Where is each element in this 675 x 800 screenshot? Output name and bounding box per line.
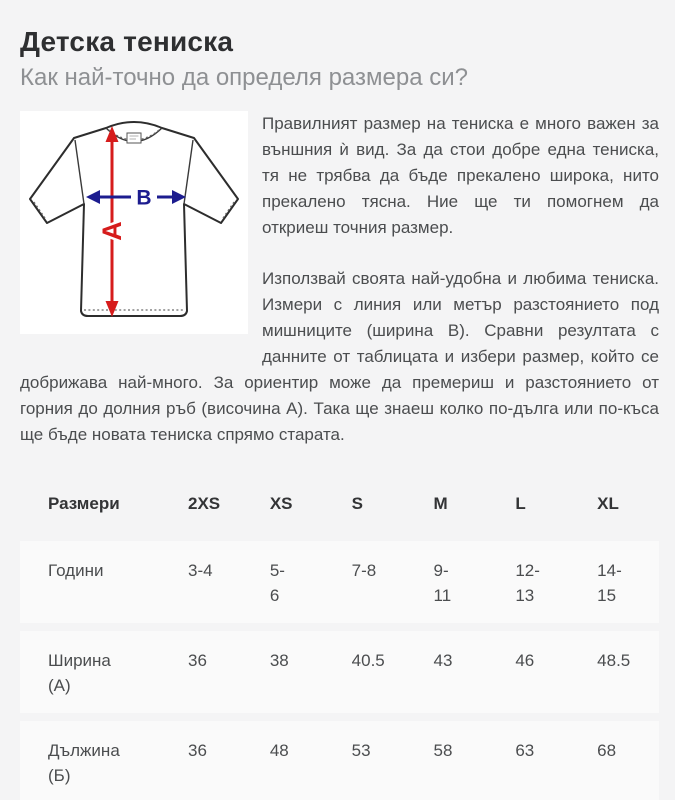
tshirt-outline [29, 120, 239, 317]
width-arrow-label: B [136, 186, 151, 209]
size-table: Размери 2XS XS S M L XL Години 3-4 5- 6 … [20, 477, 659, 800]
size-cell: 3-4 [188, 560, 213, 580]
size-cell: 68 [597, 740, 617, 760]
size-cell: 46 [515, 650, 535, 670]
table-row-years: Години 3-4 5- 6 7-8 9- 11 12- 13 14- 15 [20, 540, 659, 623]
row-label: Дължина (Б) [48, 740, 120, 785]
size-cell: 38 [269, 650, 289, 670]
size-column-header-l: L [515, 493, 526, 513]
table-row-width: Ширина (А) 36 38 40.5 43 46 48.5 [20, 630, 659, 713]
size-cell: 48.5 [597, 650, 631, 670]
size-cell: 48 [269, 740, 289, 760]
size-cell: 7-8 [351, 560, 377, 580]
width-arrow-icon [86, 189, 186, 204]
cuff-stitching-left [33, 201, 46, 219]
guide-content: A B Правилният размер на тениска е много… [20, 110, 659, 448]
size-cell: 14- 15 [597, 560, 622, 605]
size-column-header-s: S [351, 493, 363, 513]
page-title: Детска тениска [20, 26, 234, 57]
size-column-header-xl: XL [597, 493, 619, 513]
neck-label-text-lines [129, 135, 139, 140]
size-column-header-xs: XS [269, 493, 293, 513]
sleeve-seam-left [74, 139, 85, 204]
sleeve-seam-right [183, 139, 194, 204]
size-cell: 5- 6 [269, 560, 285, 605]
row-label: Ширина (А) [48, 650, 111, 695]
measure-paragraph: Използвай своята най-удобна и любима тен… [20, 268, 659, 444]
height-arrow-icon [105, 125, 119, 317]
size-cell: 43 [433, 650, 453, 670]
neck-label [126, 132, 142, 144]
tshirt-diagram: A B [20, 110, 248, 334]
size-cell: 53 [351, 740, 371, 760]
size-table-header-row: Размери 2XS XS S M L XL [20, 477, 659, 541]
table-row-length: Дължина (Б) 36 48 53 58 63 68 [20, 720, 659, 800]
size-table-header-label: Размери [48, 493, 120, 513]
page-subtitle: Как най-точно да определя размера си? [20, 64, 468, 92]
size-cell: 40.5 [351, 650, 385, 670]
size-column-header-2xs: 2XS [188, 493, 221, 513]
size-cell: 9- 11 [433, 560, 452, 605]
size-column-header-m: M [433, 493, 448, 513]
height-arrow-label: A [97, 221, 127, 241]
row-label: Години [48, 560, 104, 580]
size-cell: 58 [433, 740, 453, 760]
size-cell: 12- 13 [515, 560, 540, 605]
intro-paragraph: Правилният размер на тениска е много важ… [262, 113, 659, 237]
tshirt-measurement-icon: A B [29, 120, 239, 317]
size-cell: 36 [188, 650, 207, 670]
size-cell: 63 [515, 740, 535, 760]
size-cell: 36 [188, 740, 207, 760]
cuff-stitching-right [222, 201, 235, 219]
